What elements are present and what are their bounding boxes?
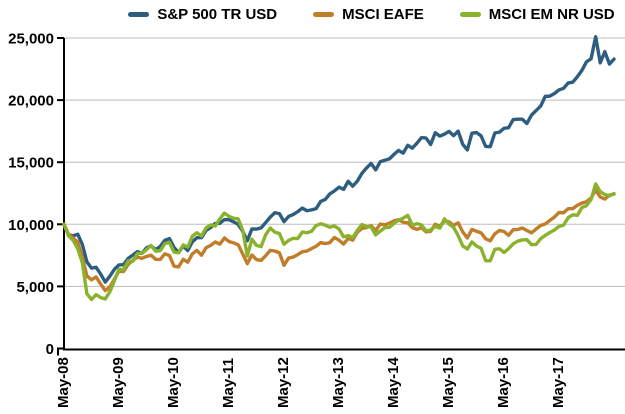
x-axis-tick-label: May-17	[550, 357, 567, 408]
x-axis-tick-label: May-10	[165, 357, 182, 408]
msci-em-line-swatch-icon	[459, 11, 481, 17]
legend-label-sp500: S&P 500 TR USD	[157, 5, 278, 23]
legend-item-msci-em: MSCI EM NR USD	[459, 5, 615, 23]
x-axis-tick-label: May-11	[220, 358, 237, 408]
legend-label-msci-em: MSCI EM NR USD	[488, 5, 615, 23]
x-axis-tick-label: May-14	[385, 356, 402, 408]
x-axis-tick-label: May-13	[330, 357, 347, 408]
x-axis-tick-label: May-15	[440, 357, 457, 408]
series-line-1	[62, 188, 616, 293]
legend-label-msci-eafe: MSCI EAFE	[342, 5, 424, 23]
y-axis-tick-label: 25,000	[8, 31, 54, 48]
y-axis-tick-label: 20,000	[8, 93, 54, 110]
x-axis-tick-label: May-08	[55, 357, 72, 408]
y-axis-tick-label: 15,000	[8, 155, 54, 172]
series-line-2	[62, 182, 616, 302]
y-axis-tick-label: 5,000	[16, 279, 54, 296]
msci-eafe-line-swatch-icon	[313, 11, 335, 17]
x-axis: May-08 May-09 May-10 May-11 May-12 May-13 May-…	[55, 348, 625, 408]
series-lines	[62, 35, 616, 302]
x-axis-tick-label: May-16	[495, 357, 512, 408]
legend-item-msci-eafe: MSCI EAFE	[313, 6, 424, 23]
y-axis: 0 5,000 10,000 15,000 20,000 25,000	[8, 31, 65, 358]
x-axis-tick-label: May-12	[275, 357, 292, 408]
gridlines	[64, 37, 625, 287]
y-axis-tick-label: 10,000	[8, 217, 54, 234]
y-axis-tick-label: 0	[46, 341, 54, 358]
x-axis-tick-label: May-09	[110, 357, 127, 408]
chart-legend: S&P 500 TR USD MSCI EAFE MSCI EM NR USD	[118, 3, 625, 25]
sp500-line-swatch-icon	[128, 11, 150, 17]
legend-item-sp500: S&P 500 TR USD	[128, 6, 277, 23]
